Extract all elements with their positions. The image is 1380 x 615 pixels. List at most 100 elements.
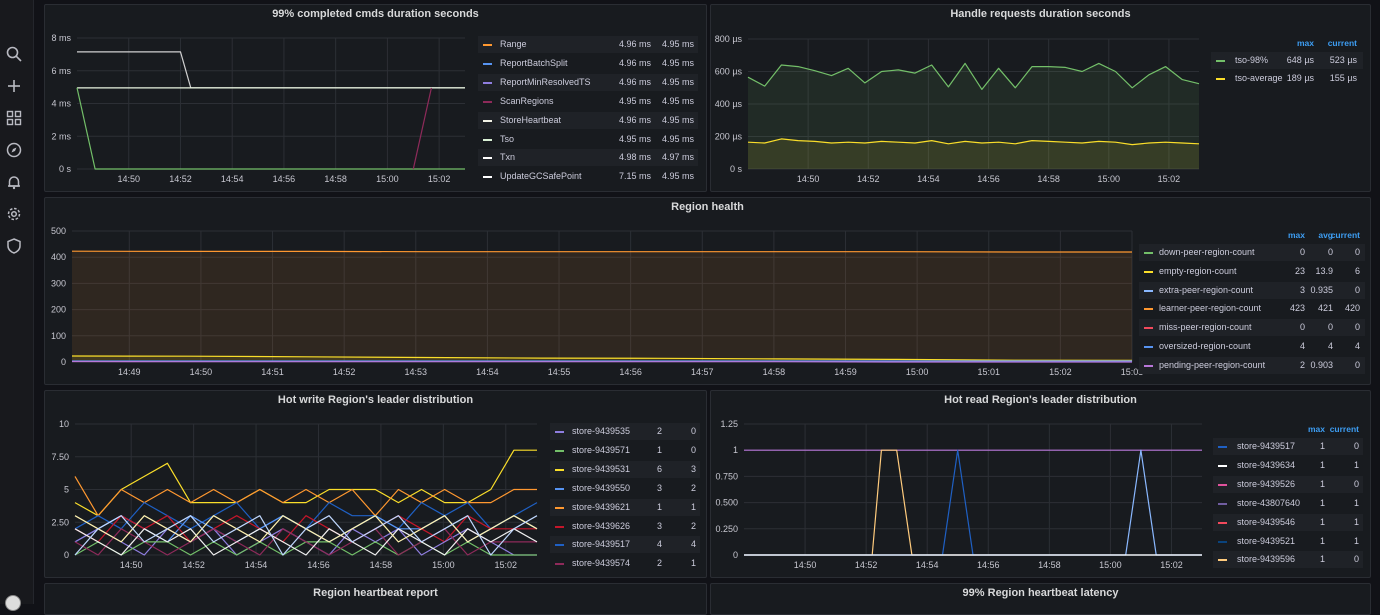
y-tick-label: 5 [64, 485, 69, 495]
legend-color-swatch [483, 62, 492, 65]
legend-row[interactable]: Tso 4.95 ms 4.95 ms [478, 131, 698, 148]
series-line-store-9439634 [74, 528, 538, 556]
legend-row[interactable]: ReportBatchSplit 4.96 ms 4.95 ms [478, 55, 698, 72]
y-tick-label: 1 [733, 445, 738, 455]
series-line-store-9439621 [74, 476, 537, 517]
legend-row[interactable]: tso-98% 648 µs 523 µs [1211, 52, 1363, 69]
legend-value-current: 155 µs [1329, 73, 1357, 83]
legend-color-swatch [1144, 252, 1153, 254]
legend-value-max: 648 µs [1286, 55, 1314, 65]
compass-icon[interactable] [3, 139, 25, 161]
legend-value-avg: 0.935 [1310, 284, 1333, 295]
shield-icon[interactable] [3, 235, 25, 257]
gear-icon[interactable] [3, 203, 25, 225]
legend-value-avg: 0 [1327, 247, 1333, 257]
legend-color-swatch [483, 44, 492, 46]
legend-row[interactable]: miss-peer-region-count 0 0 0 [1139, 319, 1365, 337]
legend-row[interactable]: store-9439550 3 2 [550, 480, 700, 497]
legend-row[interactable]: store-9439517 1 0 [1213, 438, 1363, 455]
x-tick-label: 14:56 [619, 367, 642, 377]
search-icon[interactable] [3, 43, 25, 65]
bell-icon[interactable] [3, 171, 25, 193]
x-tick-label: 14:58 [324, 174, 347, 184]
legend-row[interactable]: store-9439526 1 0 [1213, 475, 1363, 493]
legend-value-v1: 4.95 ms [618, 133, 651, 144]
handle-legend: max current tso-98% 648 µs 523 µs tso-average… [1211, 38, 1363, 98]
plus-icon[interactable] [3, 75, 25, 97]
x-tick-label: 15:00 [1099, 560, 1122, 570]
avatar[interactable] [5, 595, 21, 611]
legend-row[interactable]: store-9439535 2 0 [550, 423, 700, 440]
legend-value-current: 4 [1354, 341, 1360, 351]
legend-row[interactable]: UpdateGCSafePoint 7.15 ms 4.95 ms [478, 168, 698, 185]
legend-row[interactable]: store-9439517 4 4 [550, 536, 700, 554]
legend-header-max: max [1307, 424, 1325, 434]
y-tick-label: 2.50 [51, 517, 69, 527]
legend-row[interactable]: store-9439571 1 0 [550, 442, 700, 459]
legend-series-name: store-9439521 [1237, 535, 1296, 546]
series-line-store-9439571 [74, 541, 537, 556]
y-tick-label: 0.750 [715, 471, 738, 481]
legend-value-max: 2 [656, 558, 662, 569]
x-tick-label: 14:55 [548, 367, 571, 377]
y-tick-label: 6 ms [51, 66, 71, 76]
legend-row[interactable]: empty-region-count 23 13.9 6 [1139, 263, 1365, 280]
legend-value-max: 1 [1319, 459, 1325, 470]
legend-row[interactable]: learner-peer-region-count 423 421 420 [1139, 300, 1365, 317]
legend-row[interactable]: Range 4.96 ms 4.95 ms [478, 36, 698, 53]
y-tick-label: 2 ms [51, 131, 71, 141]
legend-color-swatch [1218, 521, 1227, 524]
legend-value-v2: 4.95 ms [661, 39, 694, 49]
legend-series-name: empty-region-count [1159, 265, 1237, 276]
legend-row[interactable]: store-9439574 2 1 [550, 555, 700, 572]
legend-series-name: store-9439546 [1237, 516, 1296, 527]
legend-row[interactable]: pending-peer-region-count 2 0.903 0 [1139, 356, 1365, 374]
legend-row[interactable]: store-9439621 1 1 [550, 498, 700, 516]
x-tick-label: 14:56 [977, 174, 1000, 184]
x-tick-label: 14:56 [307, 560, 330, 570]
legend-series-name: store-9439526 [1237, 478, 1296, 489]
dashboards-grid-icon[interactable] [3, 107, 25, 129]
legend-value-current: 0 [1354, 284, 1360, 295]
y-tick-label: 10 [59, 419, 69, 429]
legend-series-name: store-9439574 [572, 558, 631, 569]
legend-row[interactable]: down-peer-region-count 0 0 0 [1139, 244, 1365, 261]
legend-value-max: 1 [1319, 441, 1325, 451]
legend-row[interactable]: Txn 4.98 ms 4.97 ms [478, 149, 698, 167]
legend-color-swatch [1218, 483, 1227, 486]
legend-series-name: tso-average [1235, 73, 1283, 83]
legend-row[interactable]: store-9439634 1 1 [1213, 457, 1363, 474]
legend-series-name: store-9439596 [1237, 554, 1296, 565]
legend-row[interactable]: store-43807640 1 1 [1213, 495, 1363, 512]
series-area-learner-peer-region-count [72, 251, 1132, 362]
legend-row[interactable]: tso-average 189 µs 155 µs [1211, 70, 1363, 87]
legend-series-name: extra-peer-region-count [1159, 284, 1254, 295]
series-line-range [76, 87, 465, 170]
x-tick-label: 15:03 [1121, 367, 1144, 377]
legend-value-avg: 421 [1317, 303, 1333, 314]
legend-value-max: 423 [1289, 303, 1305, 314]
y-tick-label: 200 µs [715, 132, 743, 142]
y-tick-label: 0 [61, 357, 66, 367]
legend-color-swatch [555, 431, 564, 433]
legend-value-v2: 4.95 ms [661, 114, 694, 125]
legend-value-current: 1 [1353, 516, 1359, 527]
legend-value-v2: 4.95 ms [661, 171, 694, 182]
legend-row[interactable]: ReportMinResolvedTS 4.96 ms 4.95 ms [478, 73, 698, 91]
legend-row[interactable]: extra-peer-region-count 3 0.935 0 [1139, 281, 1365, 299]
legend-row[interactable]: store-9439531 6 3 [550, 460, 700, 478]
legend-row[interactable]: store-9439521 1 1 [1213, 533, 1363, 550]
legend-row[interactable]: store-9439596 1 0 [1213, 551, 1363, 569]
legend-value-current: 0 [1354, 322, 1360, 333]
legend-row[interactable]: StoreHeartbeat 4.96 ms 4.95 ms [478, 111, 698, 129]
legend-color-swatch [1144, 308, 1153, 311]
legend-row[interactable]: ScanRegions 4.95 ms 4.95 ms [478, 93, 698, 110]
y-tick-label: 600 µs [715, 67, 743, 77]
series-line-store-9439574 [74, 528, 537, 556]
legend-row[interactable]: oversized-region-count 4 4 4 [1139, 338, 1365, 355]
y-tick-label: 0 s [59, 164, 72, 174]
legend-row[interactable]: store-9439546 1 1 [1213, 513, 1363, 531]
legend-row[interactable]: store-9439626 3 2 [550, 518, 700, 535]
legend-color-swatch [483, 81, 492, 84]
x-tick-label: 15:02 [428, 174, 451, 184]
